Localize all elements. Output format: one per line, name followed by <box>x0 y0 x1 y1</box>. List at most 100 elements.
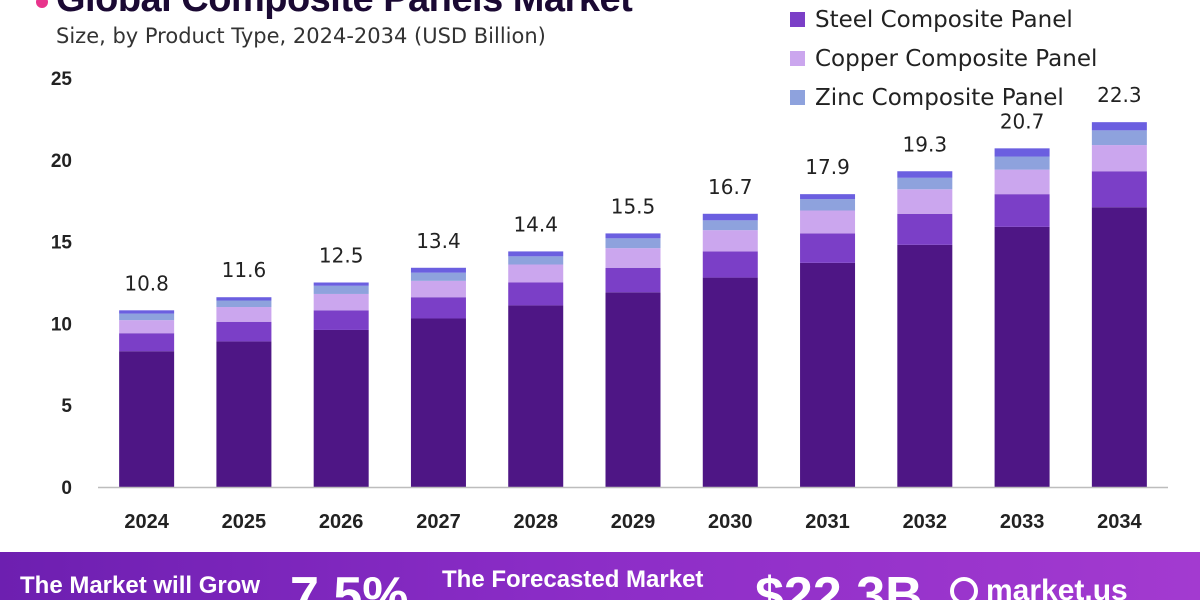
bar-segment-aluminum-composite-panel <box>1091 207 1147 487</box>
bar-segment-aluminum-composite-panel <box>410 318 466 487</box>
bar-segment-copper-composite-panel <box>702 230 758 252</box>
bar-segment-aluminum-composite-panel <box>994 226 1050 487</box>
bar-segment-zinc-composite-panel <box>994 156 1050 170</box>
bar-segment-steel-composite-panel <box>994 194 1050 227</box>
bar-stack-2025: 11.6 <box>216 258 272 487</box>
chart-title: Global Composite Panels Market <box>56 0 633 21</box>
bar-segment-aluminum-composite-panel <box>119 351 175 487</box>
footer-forecast-text: The Forecasted Market <box>442 566 704 593</box>
bar-segment-zinc-composite-panel <box>216 300 272 308</box>
legend-swatch <box>790 12 805 27</box>
bar-segment-series-5 <box>800 194 856 200</box>
x-tick-label: 2032 <box>903 511 948 533</box>
bar-segment-copper-composite-panel <box>410 280 466 298</box>
bar-total-label: 11.6 <box>222 258 267 282</box>
bar-stack-2033: 20.7 <box>994 109 1050 487</box>
bar-stack-2031: 17.9 <box>800 155 856 487</box>
bar-total-label: 10.8 <box>124 271 169 295</box>
x-tick-label: 2031 <box>805 511 850 533</box>
bar-segment-copper-composite-panel <box>216 307 272 322</box>
bar-segment-steel-composite-panel <box>508 282 564 306</box>
x-tick-label: 2030 <box>708 511 753 533</box>
bar-segment-series-5 <box>216 297 272 301</box>
y-tick-label: 20 <box>51 151 72 172</box>
brand-logo[interactable]: market.us <box>950 574 1128 600</box>
bar-segment-aluminum-composite-panel <box>605 292 661 487</box>
bar-segment-zinc-composite-panel <box>702 220 758 231</box>
bar-segment-zinc-composite-panel <box>410 272 466 281</box>
x-tick-label: 2029 <box>611 511 656 533</box>
bar-segment-copper-composite-panel <box>994 169 1050 195</box>
y-tick-label: 10 <box>51 314 72 335</box>
bar-segment-zinc-composite-panel <box>119 313 175 321</box>
bar-total-label: 14.4 <box>513 212 558 236</box>
bar-segment-copper-composite-panel <box>1091 145 1147 172</box>
bar-segment-copper-composite-panel <box>897 189 953 214</box>
x-axis: 2024 2025 2026 2027 2028 2029 2030 2031 2032 2033… <box>98 486 1168 533</box>
bar-segment-aluminum-composite-panel <box>216 341 272 487</box>
legend-label: Zinc Composite Panel <box>815 84 1064 111</box>
legend-swatch <box>790 90 805 105</box>
bar-segment-copper-composite-panel <box>800 210 856 234</box>
bar-stack-2030: 16.7 <box>702 175 758 487</box>
bar-segment-steel-composite-panel <box>313 310 369 330</box>
bar-segment-series-5 <box>1091 122 1147 131</box>
bar-stacks: 10.8 11.6 12.5 13.4 14.4 15.5 16.7 17.9 19.3 20.7… <box>119 83 1147 487</box>
bar-total-label: 19.3 <box>903 132 948 156</box>
bar-segment-zinc-composite-panel <box>1091 130 1147 146</box>
bar-segment-copper-composite-panel <box>313 293 369 311</box>
y-tick-label: 15 <box>51 233 73 254</box>
x-tick-label: 2025 <box>222 511 267 533</box>
y-tick-label: 0 <box>61 478 72 499</box>
bar-stack-2034: 22.3 <box>1091 83 1147 487</box>
y-axis: 0 5 10 15 20 25 <box>51 69 73 499</box>
bar-stack-2027: 13.4 <box>410 229 466 487</box>
bar-segment-steel-composite-panel <box>800 233 856 263</box>
bar-segment-series-5 <box>119 310 175 314</box>
bar-segment-series-5 <box>508 251 564 257</box>
bar-segment-aluminum-composite-panel <box>800 262 856 487</box>
bar-segment-steel-composite-panel <box>119 333 175 352</box>
bar-segment-steel-composite-panel <box>410 297 466 319</box>
legend-label: Steel Composite Panel <box>815 6 1073 33</box>
chart-legend: Steel Composite Panel Copper Composite Pa… <box>790 0 1190 117</box>
bar-segment-copper-composite-panel <box>508 264 564 283</box>
bar-total-label: 16.7 <box>708 175 753 199</box>
footer-market-value: $22.3B <box>755 567 923 600</box>
bar-segment-zinc-composite-panel <box>800 199 856 211</box>
bar-stack-2028: 14.4 <box>508 212 564 487</box>
bar-segment-series-5 <box>994 148 1050 157</box>
footer-cagr-value: 7.5% <box>290 567 409 600</box>
bar-segment-copper-composite-panel <box>605 248 661 268</box>
bar-segment-steel-composite-panel <box>1091 171 1147 208</box>
x-tick-label: 2026 <box>319 511 364 533</box>
x-tick-label: 2034 <box>1097 511 1142 533</box>
bar-total-label: 12.5 <box>319 244 364 268</box>
x-tick-label: 2028 <box>513 511 558 533</box>
x-tick-label: 2027 <box>416 511 461 533</box>
bar-total-label: 17.9 <box>805 155 850 179</box>
bar-segment-zinc-composite-panel <box>508 256 564 265</box>
bar-segment-series-5 <box>605 233 661 239</box>
brand-logo-text: market.us <box>986 574 1128 600</box>
bar-stack-2032: 19.3 <box>897 132 953 487</box>
bar-segment-aluminum-composite-panel <box>313 329 369 487</box>
y-tick-label: 5 <box>61 396 72 417</box>
x-tick-label: 2033 <box>1000 511 1045 533</box>
bar-segment-steel-composite-panel <box>216 321 272 342</box>
bar-segment-series-5 <box>702 213 758 221</box>
chart-subtitle: Size, by Product Type, 2024-2034 (USD Bi… <box>56 24 546 48</box>
bar-segment-aluminum-composite-panel <box>897 244 953 487</box>
bar-segment-steel-composite-panel <box>605 267 661 293</box>
bar-stack-2029: 15.5 <box>605 194 661 487</box>
bar-segment-zinc-composite-panel <box>313 285 369 294</box>
bar-segment-steel-composite-panel <box>897 213 953 245</box>
bar-segment-steel-composite-panel <box>702 251 758 278</box>
bar-segment-aluminum-composite-panel <box>508 305 564 487</box>
legend-item: Copper Composite Panel <box>790 39 1190 78</box>
bar-segment-series-5 <box>410 267 466 273</box>
bar-total-label: 15.5 <box>611 194 656 218</box>
bar-segment-zinc-composite-panel <box>605 238 661 249</box>
bar-segment-zinc-composite-panel <box>897 177 953 190</box>
y-tick-label: 25 <box>51 69 73 90</box>
